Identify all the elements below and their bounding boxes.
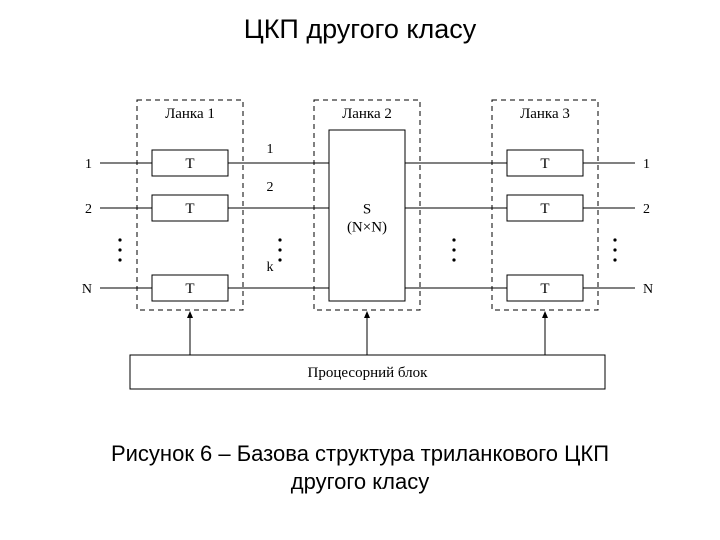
port-label-mid: 2 [267, 180, 274, 195]
port-label-mid: k [267, 260, 274, 275]
ellipsis-dot [452, 248, 455, 251]
ellipsis-dot [613, 238, 616, 241]
t-block-label: T [540, 156, 549, 172]
processor-label: Процесорний блок [308, 365, 429, 381]
caption-line-2: другого класу [291, 469, 429, 494]
caption-line-1: Рисунок 6 – Базова структура триланковог… [111, 441, 609, 466]
stage-label: Ланка 2 [342, 106, 392, 122]
ellipsis-dot [452, 238, 455, 241]
port-label-left: 2 [85, 202, 92, 217]
ellipsis-dot [278, 248, 281, 251]
ellipsis-dot [118, 258, 121, 261]
ellipsis-dot [278, 238, 281, 241]
ellipsis-dot [452, 258, 455, 261]
ellipsis-dot [118, 238, 121, 241]
port-label-right: N [643, 282, 653, 297]
port-label-right: 2 [643, 202, 650, 217]
ellipsis-dot [278, 258, 281, 261]
t-block-label: T [185, 281, 194, 297]
s-block-sublabel: (N×N) [347, 220, 387, 236]
port-label-mid: 1 [267, 142, 274, 157]
figure-caption: Рисунок 6 – Базова структура триланковог… [0, 440, 720, 495]
ellipsis-dot [613, 248, 616, 251]
s-block-label: S [363, 202, 371, 218]
t-block-label: T [540, 201, 549, 217]
ellipsis-dot [613, 258, 616, 261]
port-label-left: N [82, 282, 92, 297]
stage-label: Ланка 1 [165, 106, 215, 122]
t-block-label: T [540, 281, 549, 297]
t-block-label: T [185, 156, 194, 172]
port-label-left: 1 [85, 157, 92, 172]
t-block-label: T [185, 201, 194, 217]
ellipsis-dot [118, 248, 121, 251]
stage-label: Ланка 3 [520, 106, 570, 122]
port-label-right: 1 [643, 157, 650, 172]
